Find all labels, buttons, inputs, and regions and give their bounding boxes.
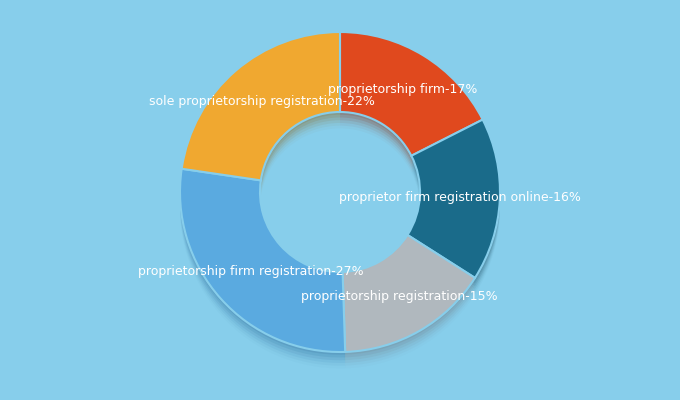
Wedge shape [343,249,475,366]
Wedge shape [182,35,340,183]
Wedge shape [407,130,500,289]
Wedge shape [343,235,475,352]
Wedge shape [182,43,340,191]
Wedge shape [340,32,483,156]
Wedge shape [182,40,340,189]
Wedge shape [407,122,500,281]
Text: proprietor firm registration online-16%: proprietor firm registration online-16% [339,191,581,204]
Wedge shape [180,174,345,358]
Wedge shape [340,35,483,158]
Wedge shape [180,169,345,352]
Wedge shape [182,38,340,186]
Wedge shape [407,120,500,278]
Wedge shape [407,128,500,286]
Wedge shape [343,240,475,358]
Text: sole proprietorship registration-22%: sole proprietorship registration-22% [149,95,375,108]
Wedge shape [180,177,345,360]
Wedge shape [343,235,475,352]
Text: proprietorship firm-17%: proprietorship firm-17% [328,83,477,96]
Wedge shape [182,46,340,194]
Wedge shape [182,32,340,180]
Wedge shape [340,38,483,161]
Wedge shape [340,40,483,164]
Wedge shape [180,169,345,352]
Wedge shape [407,125,500,283]
Wedge shape [180,182,345,366]
Wedge shape [340,46,483,170]
Wedge shape [340,32,483,156]
Wedge shape [343,243,475,360]
Wedge shape [407,133,500,292]
Wedge shape [407,120,500,278]
Text: proprietorship firm registration-27%: proprietorship firm registration-27% [137,266,363,278]
Text: proprietorship registration-15%: proprietorship registration-15% [301,290,498,303]
Wedge shape [180,180,345,363]
Wedge shape [343,246,475,363]
Wedge shape [340,43,483,167]
Wedge shape [343,238,475,355]
Wedge shape [180,172,345,355]
Wedge shape [182,32,340,180]
